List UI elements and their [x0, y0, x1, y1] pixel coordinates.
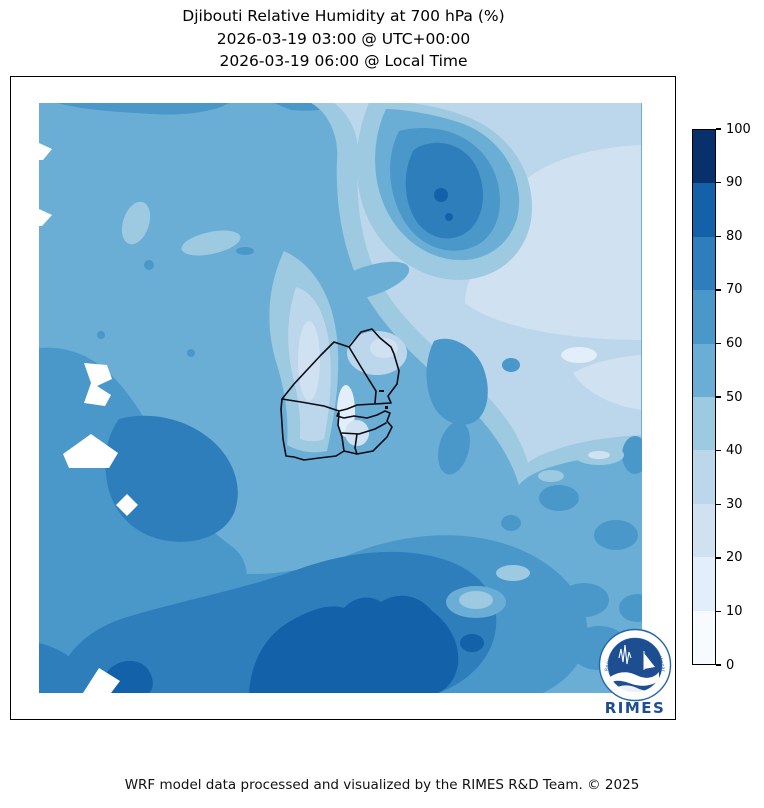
contour-fills — [39, 103, 642, 693]
figure-frame: Regional Integrated Multi-Hazard Early W… — [10, 76, 676, 720]
rimes-logo-waves — [610, 644, 659, 698]
djibouti-border — [280, 328, 400, 461]
colorbar: 0 10 20 30 40 50 60 70 80 90 100 — [692, 122, 762, 673]
colorbar-band-60-70 — [693, 290, 715, 344]
colorbar-band-0-10 — [693, 610, 715, 665]
rimes-logo: Regional Integrated Multi-Hazard Early W… — [597, 627, 672, 717]
colorbar-bands — [692, 129, 716, 665]
colorbar-band-10-20 — [693, 557, 715, 611]
humidity-map-svg — [39, 103, 642, 693]
colorbar-ticks: 0 10 20 30 40 50 60 70 80 90 100 — [716, 122, 760, 673]
title-line-3: 2026-03-19 06:00 @ Local Time — [219, 52, 468, 70]
title-line-2: 2026-03-19 03:00 @ UTC+00:00 — [216, 29, 471, 48]
colorbar-band-90-100 — [693, 130, 715, 184]
title-line-1: Djibouti Relative Humidity at 700 hPa (%… — [182, 7, 505, 25]
colorbar-band-50-60 — [693, 343, 715, 398]
footer-credit: WRF model data processed and visualized … — [124, 777, 640, 793]
colorbar-band-80-90 — [693, 183, 715, 237]
masked-white-holes — [39, 143, 138, 693]
figure-title: Djibouti Relative Humidity at 700 hPa (%… — [10, 5, 677, 73]
colorbar-band-70-80 — [693, 236, 715, 291]
colorbar-band-40-50 — [693, 397, 715, 451]
rimes-wordmark: RIMES — [605, 699, 666, 717]
colorbar-band-30-40 — [693, 450, 715, 504]
colorbar-band-20-30 — [693, 503, 715, 558]
